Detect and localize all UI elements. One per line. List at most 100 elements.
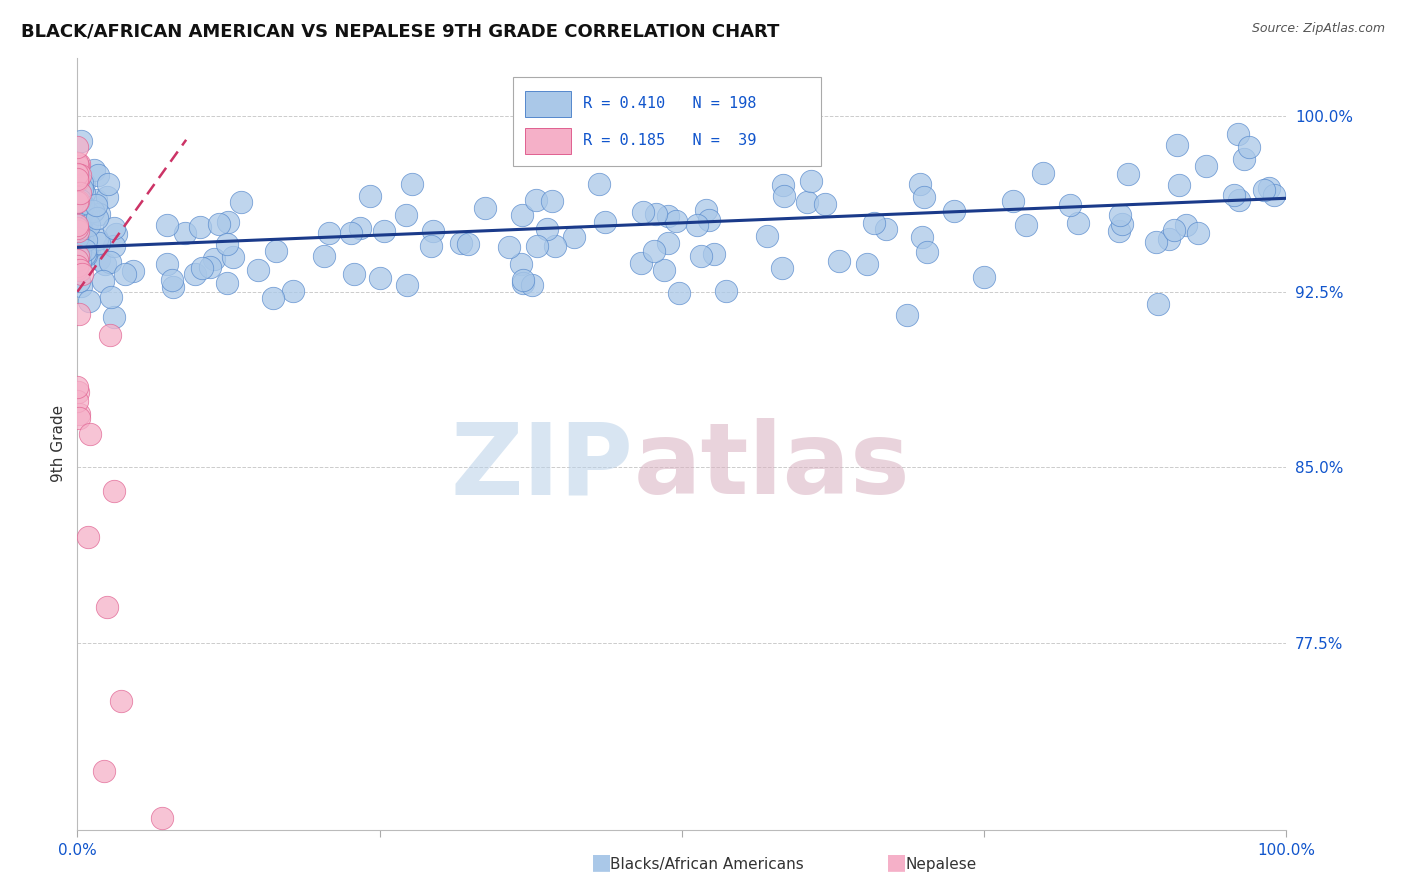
Point (69, 263, 91, 277)
Point (150, 811, 173, 825)
Point (66, 194, 89, 209)
Point (66, 260, 89, 274)
Point (66, 172, 89, 186)
Point (69, 216, 91, 230)
Point (86, 211, 108, 226)
Point (512, 276, 534, 290)
Point (1258, 181, 1281, 195)
Point (657, 236, 679, 251)
Point (343, 267, 366, 281)
Point (94, 257, 117, 271)
Point (1157, 232, 1180, 246)
Point (66, 231, 89, 245)
Point (856, 257, 879, 271)
Point (69, 168, 91, 182)
Text: Blacks/African Americans: Blacks/African Americans (610, 857, 804, 872)
Point (75, 206, 97, 220)
Point (73, 176, 96, 190)
Point (67, 188, 90, 202)
Point (103, 310, 125, 325)
Point (103, 221, 125, 235)
Point (66, 224, 89, 238)
Point (689, 249, 711, 263)
Point (66, 167, 89, 181)
Point (76, 241, 98, 255)
Point (1239, 139, 1261, 153)
Point (283, 285, 305, 299)
Point (66, 196, 89, 211)
Point (66, 394, 89, 409)
Point (474, 201, 496, 215)
Point (1116, 167, 1139, 181)
Point (70, 196, 93, 211)
Point (1002, 194, 1025, 208)
Point (1059, 198, 1081, 212)
Point (1032, 166, 1054, 180)
Point (512, 273, 534, 287)
Point (98, 255, 121, 269)
Point (401, 178, 423, 192)
Point (114, 268, 136, 282)
Point (1263, 187, 1285, 202)
Point (66, 205, 89, 219)
Text: atlas: atlas (634, 418, 910, 516)
Point (75, 233, 97, 247)
Point (69, 209, 91, 223)
Point (770, 261, 793, 276)
Point (1067, 216, 1090, 230)
Point (66, 188, 89, 202)
Point (66, 229, 89, 244)
Point (67, 228, 90, 243)
Point (98, 328, 121, 343)
Point (318, 226, 340, 240)
Point (69, 219, 91, 234)
Point (66, 155, 89, 169)
Point (66, 222, 89, 236)
Point (457, 236, 479, 251)
Point (67, 159, 90, 173)
Point (66, 139, 89, 153)
Point (66, 220, 89, 235)
Point (100, 289, 122, 303)
Point (395, 278, 418, 293)
Point (202, 252, 225, 266)
Point (588, 177, 610, 191)
Point (1109, 208, 1132, 222)
Point (97, 177, 120, 191)
Point (67, 218, 90, 232)
Point (373, 224, 395, 238)
Point (67, 173, 90, 187)
Point (697, 213, 720, 227)
Point (66, 380, 89, 394)
Text: ■: ■ (886, 853, 907, 872)
Point (536, 221, 558, 235)
Point (676, 144, 699, 158)
Point (755, 228, 778, 243)
Point (67, 157, 90, 171)
Point (524, 193, 547, 207)
Point (657, 209, 679, 223)
Point (943, 203, 966, 218)
Point (77, 219, 100, 233)
Point (69, 134, 91, 148)
Point (1227, 194, 1250, 208)
Point (93, 764, 115, 778)
Point (314, 249, 336, 263)
Point (66, 219, 89, 233)
Point (1111, 217, 1133, 231)
Point (69, 208, 91, 222)
Point (121, 264, 143, 278)
Point (814, 197, 837, 211)
Point (66, 261, 89, 276)
Point (184, 267, 207, 281)
Point (96, 190, 118, 204)
Point (67, 215, 90, 229)
Point (67, 194, 90, 208)
Text: Source: ZipAtlas.com: Source: ZipAtlas.com (1251, 22, 1385, 36)
Point (1195, 159, 1218, 173)
Point (82, 203, 104, 218)
Point (1253, 183, 1275, 197)
Point (973, 270, 995, 285)
Point (69, 274, 91, 288)
Point (66, 385, 89, 400)
